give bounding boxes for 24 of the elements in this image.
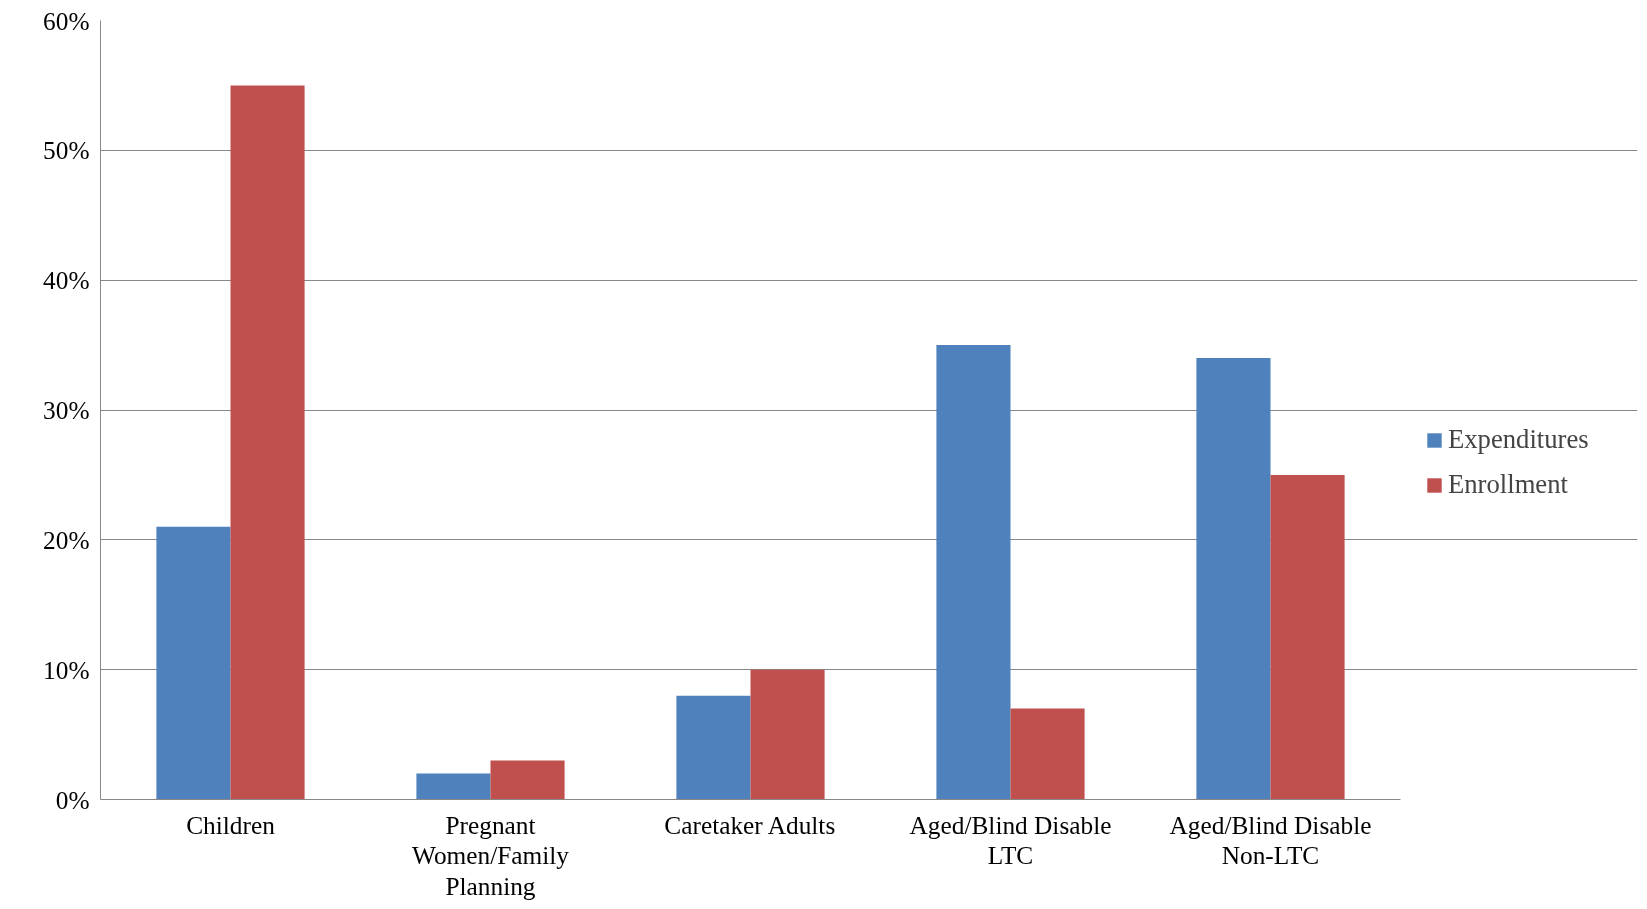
y-tick-label: 0% — [55, 785, 90, 814]
bar — [1270, 474, 1345, 800]
x-tick-label: Caretaker Adults — [664, 810, 836, 839]
y-tick-label: 50% — [43, 136, 90, 165]
y-tick-label: 10% — [43, 655, 90, 684]
x-tick-label: Pregnant Women/Family Planning — [412, 810, 570, 901]
bar — [750, 669, 825, 800]
bar — [156, 526, 231, 800]
y-tick-label: 30% — [43, 396, 90, 424]
bar — [1010, 708, 1085, 800]
x-tick-label: Aged/Blind Disable Non-LTC — [1169, 810, 1372, 870]
x-tick-label: Children — [186, 810, 276, 839]
y-tick-label: 40% — [43, 266, 90, 295]
bar — [416, 773, 491, 800]
bar — [230, 85, 305, 800]
bar — [1196, 358, 1271, 800]
legend-label: Enrollment — [1448, 469, 1568, 500]
legend-label: Expenditures — [1448, 424, 1589, 455]
y-tick-label: 20% — [43, 525, 90, 554]
y-tick-label: 60% — [43, 6, 90, 35]
bar — [490, 760, 565, 800]
bar — [936, 345, 1011, 800]
bar — [676, 695, 751, 800]
x-tick-label: Aged/Blind Disable LTC — [909, 810, 1112, 870]
